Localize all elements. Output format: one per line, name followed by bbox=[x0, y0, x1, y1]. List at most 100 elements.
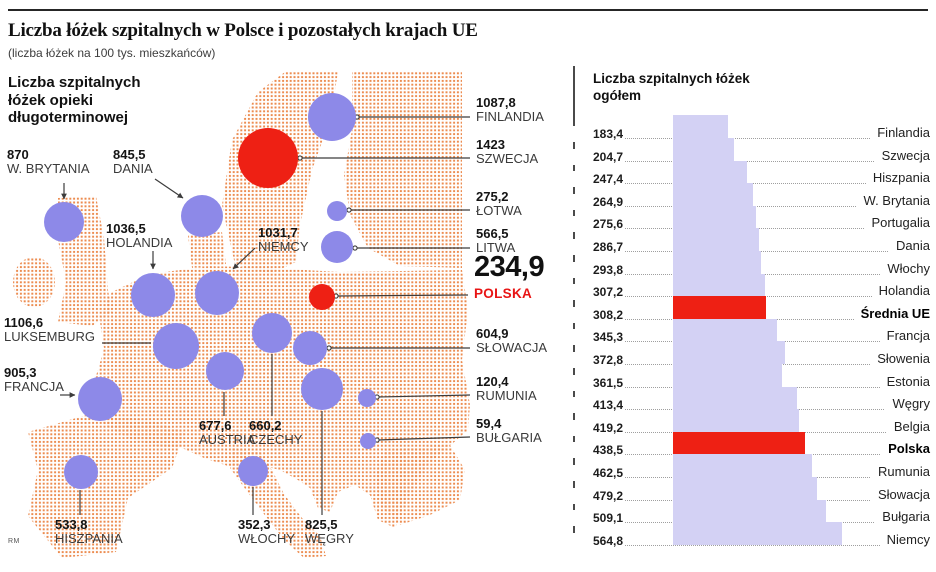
bar-value-label: 413,4 bbox=[573, 397, 625, 414]
bubble-label-w-brytania: 870 W. BRYTANIA bbox=[7, 148, 90, 176]
leader-line-bulgaria bbox=[376, 436, 471, 441]
bubble-country-francja: FRANCJA bbox=[4, 379, 64, 394]
bar-value-label: 293,8 bbox=[573, 261, 625, 278]
row-leader-dots bbox=[625, 183, 920, 185]
bar-country-label: Hiszpania bbox=[865, 169, 930, 187]
bubble-value-luksemburg: 1106,6 bbox=[4, 315, 44, 330]
bubble-value-rumunia: 120,4 bbox=[476, 374, 509, 389]
bar-Portugalia bbox=[673, 205, 756, 229]
bubble-label-rumunia: 120,4 RUMUNIA bbox=[476, 375, 537, 403]
bubble-country-czechy: CZECHY bbox=[249, 432, 303, 447]
bubble-country-dania: DANIA bbox=[113, 161, 153, 176]
bar-country-label: Słowenia bbox=[870, 350, 930, 367]
bar-country-label: Finlandia bbox=[870, 124, 930, 141]
bubble-country-rumunia: RUMUNIA bbox=[476, 388, 537, 403]
bubble-country-lotwa: ŁOTWA bbox=[476, 203, 522, 218]
bar-value-label: 204,7 bbox=[573, 148, 625, 165]
bubble-value-wlochy: 352,3 bbox=[238, 517, 271, 532]
bubble-label-dania: 845,5 DANIA bbox=[113, 148, 153, 176]
bubble-label-bulgaria: 59,4 BUŁGARIA bbox=[476, 417, 542, 445]
bar-value-label: 361,5 bbox=[573, 374, 625, 391]
bubble-country-wlochy: WŁOCHY bbox=[238, 531, 296, 546]
bar-Słowacja bbox=[673, 477, 817, 500]
bar-country-label: Polska bbox=[881, 440, 930, 458]
bubble-label-czechy: 660,2 CZECHY bbox=[249, 419, 302, 447]
row-leader-dots bbox=[625, 296, 920, 298]
bubble-finlandia bbox=[308, 93, 356, 141]
bubble-value-dania: 845,5 bbox=[113, 147, 146, 162]
bubble-szwecja bbox=[238, 128, 298, 188]
bubble-label-luksemburg: 1106,6 LUKSEMBURG bbox=[4, 316, 95, 344]
row-leader-dots bbox=[625, 251, 920, 252]
bubble-value-polska: 234,9 bbox=[474, 251, 545, 283]
bubble-slowacja bbox=[293, 331, 327, 365]
bubble-w-brytania bbox=[44, 202, 84, 242]
bar-value-label: 308,2 bbox=[573, 306, 625, 323]
bubble-country-luksemburg: LUKSEMBURG bbox=[4, 329, 96, 344]
bubble-country-litwa: LITWA bbox=[476, 240, 516, 255]
bar-W. Brytania bbox=[673, 183, 753, 206]
row-leader-dots bbox=[625, 205, 920, 207]
panel-divider bbox=[573, 66, 575, 547]
bubble-bulgaria bbox=[360, 433, 376, 449]
bar-value-label: 307,2 bbox=[573, 284, 625, 301]
bar-Rumunia bbox=[673, 454, 812, 477]
bar-Finlandia bbox=[673, 115, 728, 138]
bubble-value-slowacja: 604,9 bbox=[476, 326, 509, 341]
bar-chart-panel: Liczba szpitalnych łóżek ogółem 183,4 Fin… bbox=[573, 60, 936, 572]
bubble-litwa bbox=[321, 231, 353, 263]
bar-country-label: Rumunia bbox=[870, 463, 930, 480]
page-subtitle: (liczba łóżek na 100 tys. mieszkańców) bbox=[8, 46, 216, 60]
bar-Bułgaria bbox=[673, 499, 826, 523]
bubble-hiszpania bbox=[64, 455, 98, 489]
bubble-country-szwecja: SZWECJA bbox=[476, 151, 539, 166]
bar-value-label: 438,5 bbox=[573, 442, 625, 459]
map-heading: Liczba szpitalnych łóżek opieki długoter… bbox=[8, 74, 141, 126]
bubble-value-w-brytania: 870 bbox=[7, 147, 29, 162]
leader-line-polska bbox=[335, 294, 469, 297]
bubble-value-holandia: 1036,5 bbox=[106, 221, 146, 236]
bar-value-label: 479,2 bbox=[573, 487, 625, 504]
bubble-label-austria: 677,6 AUSTRIA bbox=[199, 419, 255, 447]
row-leader-dots bbox=[625, 160, 920, 162]
bubble-wlochy bbox=[238, 456, 268, 486]
bar-country-label: Bułgaria bbox=[875, 508, 930, 526]
bar-value-label: 345,3 bbox=[573, 329, 625, 346]
leader-dot-litwa bbox=[352, 245, 358, 251]
bubble-label-holandia: 1036,5 HOLANDIA bbox=[106, 222, 172, 250]
bar-value-label: 247,4 bbox=[573, 171, 625, 188]
bubble-country-austria: AUSTRIA bbox=[199, 432, 256, 447]
row-leader-dots bbox=[625, 544, 920, 546]
bubble-label-slowacja: 604,9 SŁOWACJA bbox=[476, 327, 547, 355]
bar-value-label: 264,9 bbox=[573, 193, 625, 210]
bar-country-label: Słowacja bbox=[870, 485, 930, 503]
bar-country-label: Włochy bbox=[880, 259, 930, 277]
bubble-country-holandia: HOLANDIA bbox=[106, 235, 173, 250]
bar-country-label: Węgry bbox=[885, 395, 930, 413]
bar-Węgry bbox=[673, 386, 797, 410]
row-leader-dots bbox=[625, 228, 920, 230]
bar-country-label: Francja bbox=[879, 327, 930, 345]
bar-Dania bbox=[673, 228, 759, 251]
bubble-country-hiszpania: HISZPANIA bbox=[55, 531, 123, 546]
bar-chart-heading: Liczba szpitalnych łóżek ogółem bbox=[593, 71, 750, 103]
page-title: Liczba łóżek szpitalnych w Polsce i pozo… bbox=[8, 20, 478, 41]
bar-Słowenia bbox=[673, 341, 785, 364]
bubble-label-litwa: 566,5 LITWA bbox=[476, 227, 515, 255]
bubble-label-niemcy: 1031,7 NIEMCY bbox=[258, 226, 309, 254]
europe-map bbox=[13, 72, 471, 558]
leader-line-dania bbox=[154, 178, 184, 199]
bubble-value-hiszpania: 533,8 bbox=[55, 517, 88, 532]
bubble-value-lotwa: 275,2 bbox=[476, 189, 509, 204]
bubble-rumunia bbox=[358, 389, 376, 407]
bubble-value-bulgaria: 59,4 bbox=[476, 416, 502, 431]
bar-value-label: 509,1 bbox=[573, 510, 625, 527]
bubble-value-austria: 677,6 bbox=[199, 418, 232, 433]
bar-country-label: W. Brytania bbox=[856, 191, 930, 209]
leader-line-niemcy bbox=[232, 247, 256, 270]
bubble-label-hiszpania: 533,8 HISZPANIA bbox=[55, 518, 123, 546]
bar-Szwecja bbox=[673, 138, 735, 161]
bar-value-label: 183,4 bbox=[573, 126, 625, 142]
bubble-label-wegry: 825,5 WĘGRY bbox=[305, 518, 354, 546]
bar-Belgia bbox=[673, 409, 799, 432]
